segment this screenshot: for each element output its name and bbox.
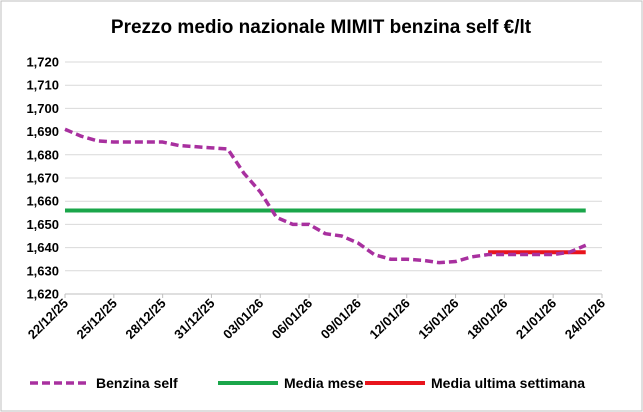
legend-label: Media mese: [284, 375, 364, 391]
y-tick-label: 1,700: [26, 101, 59, 116]
y-tick-label: 1,680: [26, 147, 59, 162]
y-tick-label: 1,710: [26, 78, 59, 93]
y-tick-label: 1,620: [26, 287, 59, 302]
y-tick-label: 1,650: [26, 217, 59, 232]
chart-title: Prezzo medio nazionale MIMIT benzina sel…: [111, 17, 532, 38]
y-tick-label: 1,670: [26, 171, 59, 186]
series-line-benzina-self: [64, 127, 587, 265]
y-tick-label: 1,630: [26, 263, 59, 278]
y-tick-label: 1,660: [26, 194, 59, 209]
y-tick-label: 1,640: [26, 240, 59, 255]
y-tick-label: 1,720: [26, 55, 59, 70]
legend-label: Benzina self: [96, 375, 178, 391]
legend-label: Media ultima settimana: [431, 375, 585, 391]
legend: Benzina self Media mese Media ultima setti…: [30, 375, 585, 391]
y-tick-label: 1,690: [26, 124, 59, 139]
series-layer: [64, 127, 587, 265]
